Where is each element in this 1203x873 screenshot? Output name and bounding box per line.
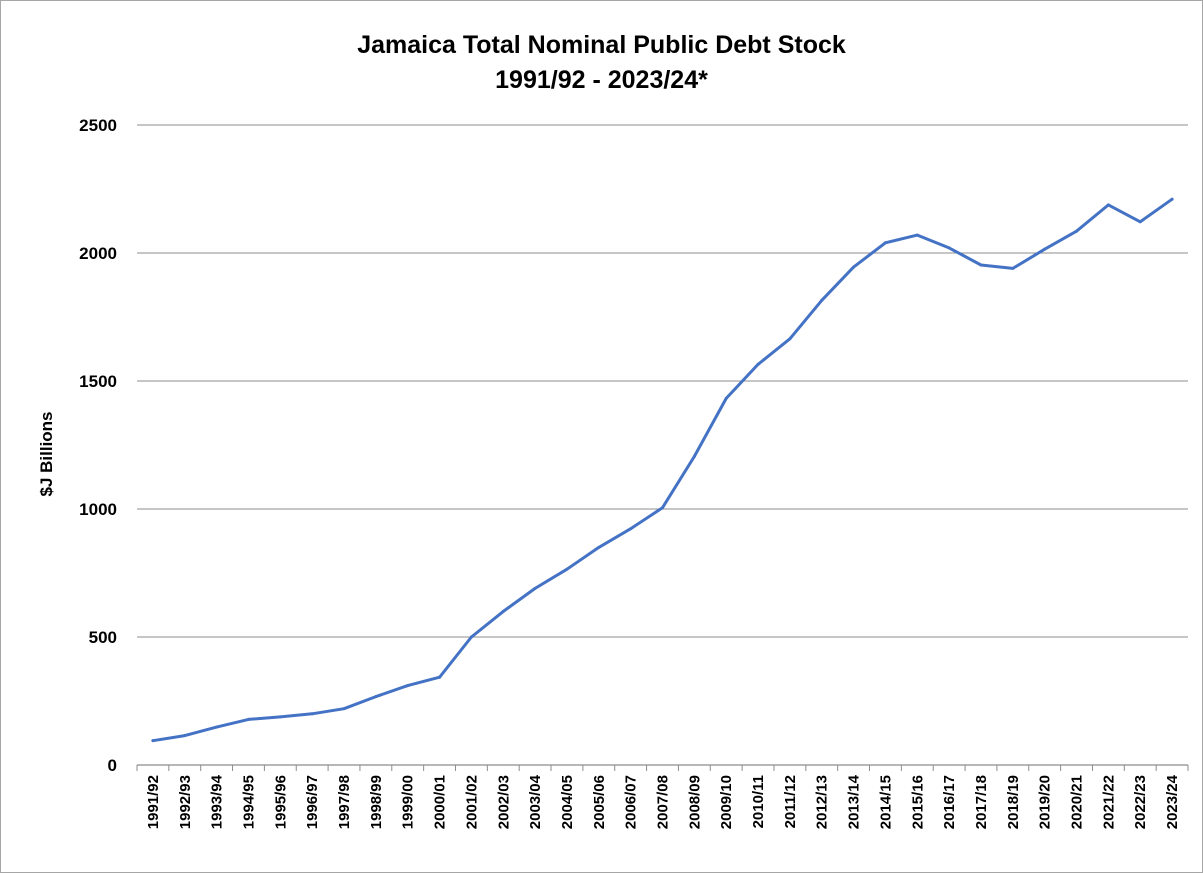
x-tick-label: 1995/96 xyxy=(272,775,289,829)
x-tick-label: 2021/22 xyxy=(1100,775,1117,829)
x-tick-label: 2016/17 xyxy=(941,775,958,829)
data-point xyxy=(1075,229,1079,233)
x-tick-label: 2010/11 xyxy=(750,775,767,828)
data-point xyxy=(1138,220,1142,224)
x-tick-label: 2002/03 xyxy=(495,775,512,829)
chart-title-line1: Jamaica Total Nominal Public Debt Stock xyxy=(357,31,846,59)
data-point xyxy=(342,707,346,711)
x-tick-label: 1997/98 xyxy=(336,775,353,829)
data-point xyxy=(151,739,155,743)
x-tick-label: 2009/10 xyxy=(718,775,735,829)
data-point xyxy=(597,545,601,549)
data-point xyxy=(565,567,569,571)
x-tick-label: 1991/92 xyxy=(145,775,162,829)
x-tick-label: 2023/24 xyxy=(1164,774,1181,829)
data-point xyxy=(979,263,983,267)
y-tick-label: 500 xyxy=(89,628,117,647)
x-tick-label: 2020/21 xyxy=(1069,775,1086,829)
data-point xyxy=(469,635,473,639)
x-tick-label: 2012/13 xyxy=(814,775,831,829)
x-tick-label: 2008/09 xyxy=(686,775,703,829)
data-point xyxy=(915,233,919,237)
y-tick-label: 1500 xyxy=(79,372,117,391)
x-tick-label: 2014/15 xyxy=(877,775,894,829)
x-tick-label: 1992/93 xyxy=(177,775,194,829)
data-point xyxy=(215,725,219,729)
x-tick-label: 2015/16 xyxy=(909,775,926,829)
y-tick-label: 2000 xyxy=(79,244,117,263)
data-point xyxy=(1106,203,1110,207)
x-tick-label: 2017/18 xyxy=(973,775,990,829)
data-point xyxy=(278,715,282,719)
data-point xyxy=(246,717,250,721)
x-tick-label: 2004/05 xyxy=(559,775,576,829)
data-point xyxy=(533,586,537,590)
data-point xyxy=(947,246,951,250)
data-point xyxy=(788,337,792,341)
data-point xyxy=(1043,247,1047,251)
x-tick-label: 2001/02 xyxy=(463,775,480,829)
y-axis-ticks: 0 500 1000 1500 2000 2500 xyxy=(79,116,117,775)
x-tick-label: 2003/04 xyxy=(527,774,544,829)
data-point xyxy=(883,241,887,245)
data-point xyxy=(692,455,696,459)
x-axis-ticks: 1991/92 1992/93 1993/94 1994/95 1995/96 1996/… xyxy=(145,774,1181,829)
x-tick-label: 2019/20 xyxy=(1037,775,1054,829)
data-point xyxy=(724,396,728,400)
chart-subtitle: 1991/92 - 2023/24* xyxy=(495,66,708,94)
x-tick-label: 2006/07 xyxy=(623,775,640,829)
x-tick-label: 2018/19 xyxy=(1005,775,1022,829)
data-point xyxy=(406,684,410,688)
chart-title: Jamaica Total Nominal Public Debt Stock … xyxy=(0,28,1203,98)
y-tick-label: 0 xyxy=(108,756,117,775)
y-tick-label: 1000 xyxy=(79,500,117,519)
x-tick-label: 1999/00 xyxy=(400,775,417,829)
data-point xyxy=(501,609,505,613)
x-tick-label: 1994/95 xyxy=(240,775,257,829)
x-tick-label: 1996/97 xyxy=(304,775,321,829)
data-point xyxy=(756,362,760,366)
data-point xyxy=(820,298,824,302)
data-point xyxy=(183,734,187,738)
data-point xyxy=(629,527,633,531)
x-axis xyxy=(136,764,1189,771)
x-tick-label: 1993/94 xyxy=(209,774,226,829)
y-tick-label: 2500 xyxy=(79,116,117,135)
x-tick-label: 2000/01 xyxy=(432,775,449,829)
x-tick-label: 1998/99 xyxy=(368,775,385,829)
series-group xyxy=(151,197,1174,743)
data-point xyxy=(852,265,856,269)
x-tick-label: 2022/23 xyxy=(1132,775,1149,829)
data-point xyxy=(438,675,442,679)
data-point xyxy=(374,695,378,699)
x-tick-label: 2007/08 xyxy=(655,775,672,829)
series-line xyxy=(151,197,1174,743)
x-tick-label: 2005/06 xyxy=(591,775,608,829)
x-tick-label: 2011/12 xyxy=(782,775,799,828)
data-point xyxy=(1170,197,1174,201)
data-point xyxy=(310,712,314,716)
data-point xyxy=(661,506,664,510)
data-point xyxy=(1011,266,1015,270)
gridlines xyxy=(137,124,1188,638)
x-tick-label: 2013/14 xyxy=(846,774,863,829)
